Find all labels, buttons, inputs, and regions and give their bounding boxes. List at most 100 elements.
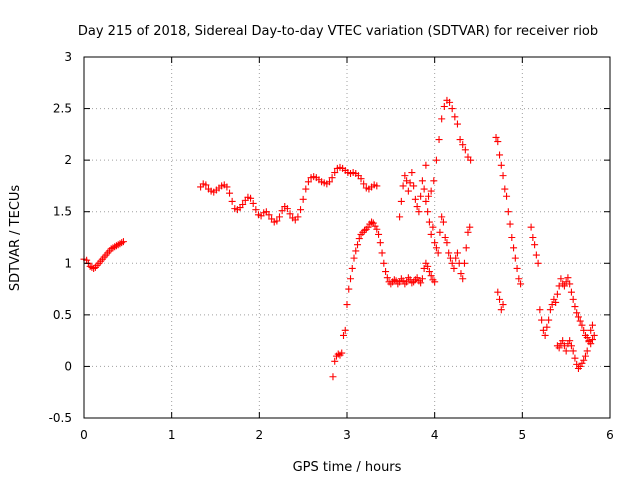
data-point <box>112 242 120 250</box>
data-point <box>273 217 281 225</box>
data-point <box>517 280 525 288</box>
data-point <box>228 197 236 205</box>
data-point <box>492 133 500 141</box>
data-point <box>496 295 504 303</box>
series-segment-2 <box>197 163 381 226</box>
data-point <box>345 285 353 293</box>
data-point <box>114 241 122 249</box>
data-point <box>418 275 426 283</box>
data-point <box>347 275 355 283</box>
data-point <box>574 313 582 321</box>
data-point <box>531 241 539 249</box>
data-point <box>562 278 570 286</box>
series-segment-3 <box>329 218 439 381</box>
data-point <box>555 344 563 352</box>
data-point <box>497 306 505 314</box>
data-point <box>422 161 430 169</box>
y-tick-label: 0 <box>64 359 72 373</box>
y-axis-label: SDTVAR / TECUs <box>8 185 23 292</box>
data-point <box>427 230 435 238</box>
data-point <box>456 136 464 144</box>
series-segment-4 <box>396 169 474 283</box>
data-point <box>508 234 516 241</box>
data-point <box>399 277 407 285</box>
axis-ticks <box>83 56 611 419</box>
data-point <box>329 373 337 381</box>
data-points <box>80 96 598 381</box>
data-point <box>397 197 405 205</box>
data-point <box>443 239 451 247</box>
data-point <box>334 350 342 358</box>
data-point <box>427 272 435 280</box>
y-tick-label: 1 <box>64 256 72 270</box>
data-point <box>534 259 542 267</box>
data-point <box>441 234 449 241</box>
data-point <box>573 309 581 317</box>
data-point <box>119 238 127 246</box>
data-point <box>436 228 444 236</box>
data-point <box>283 205 291 213</box>
grid-lines <box>84 57 610 418</box>
data-point <box>294 213 302 221</box>
data-point <box>560 342 568 350</box>
y-tick-label: 1.5 <box>53 205 72 219</box>
series-segment-7 <box>527 223 598 348</box>
data-point <box>499 172 507 180</box>
data-point <box>226 189 234 197</box>
data-point <box>552 298 560 306</box>
data-point <box>504 208 512 216</box>
data-point <box>392 277 400 285</box>
data-point <box>360 180 368 188</box>
data-point <box>539 326 547 334</box>
data-point <box>536 306 544 314</box>
data-point <box>583 347 591 355</box>
y-tick-label: 0.5 <box>53 308 72 322</box>
data-point <box>223 183 231 191</box>
data-point <box>357 175 365 183</box>
data-point <box>462 244 470 252</box>
data-point <box>543 323 551 331</box>
data-point <box>548 301 556 309</box>
data-point <box>275 213 283 221</box>
data-point <box>580 326 588 334</box>
data-point <box>588 336 596 344</box>
data-point <box>445 249 453 257</box>
data-point <box>439 218 447 226</box>
data-point <box>109 244 117 252</box>
data-point <box>403 278 411 286</box>
data-point <box>302 185 310 193</box>
data-point <box>448 259 456 267</box>
chart-title: Day 215 of 2018, Sidereal Day-to-day VTE… <box>78 24 598 39</box>
data-point <box>560 282 568 290</box>
x-tick-labels: 0 1 2 3 4 5 6 <box>80 428 614 442</box>
data-point <box>376 239 384 247</box>
y-tick-label: 2.5 <box>53 102 72 116</box>
data-point <box>396 278 404 286</box>
data-point <box>286 210 294 218</box>
data-point <box>86 262 94 270</box>
data-point <box>380 259 388 267</box>
x-tick-label: 4 <box>431 428 439 442</box>
series-segment-5 <box>422 96 475 200</box>
data-point <box>446 98 454 106</box>
data-point <box>494 138 502 146</box>
data-point <box>511 254 519 262</box>
data-point <box>564 274 572 282</box>
data-point <box>578 359 586 367</box>
data-point <box>461 146 469 154</box>
data-point <box>453 120 461 128</box>
data-point <box>422 259 430 267</box>
data-point <box>410 182 418 190</box>
data-point <box>361 226 369 234</box>
data-point <box>383 274 391 282</box>
x-tick-label: 2 <box>256 428 264 442</box>
data-point <box>440 103 448 111</box>
data-point <box>354 241 362 249</box>
series-segment-6 <box>492 133 525 314</box>
data-point <box>396 213 404 221</box>
data-point <box>265 211 273 219</box>
data-point <box>415 208 423 216</box>
data-point <box>408 169 416 177</box>
data-point <box>352 247 360 255</box>
data-point <box>571 303 579 311</box>
